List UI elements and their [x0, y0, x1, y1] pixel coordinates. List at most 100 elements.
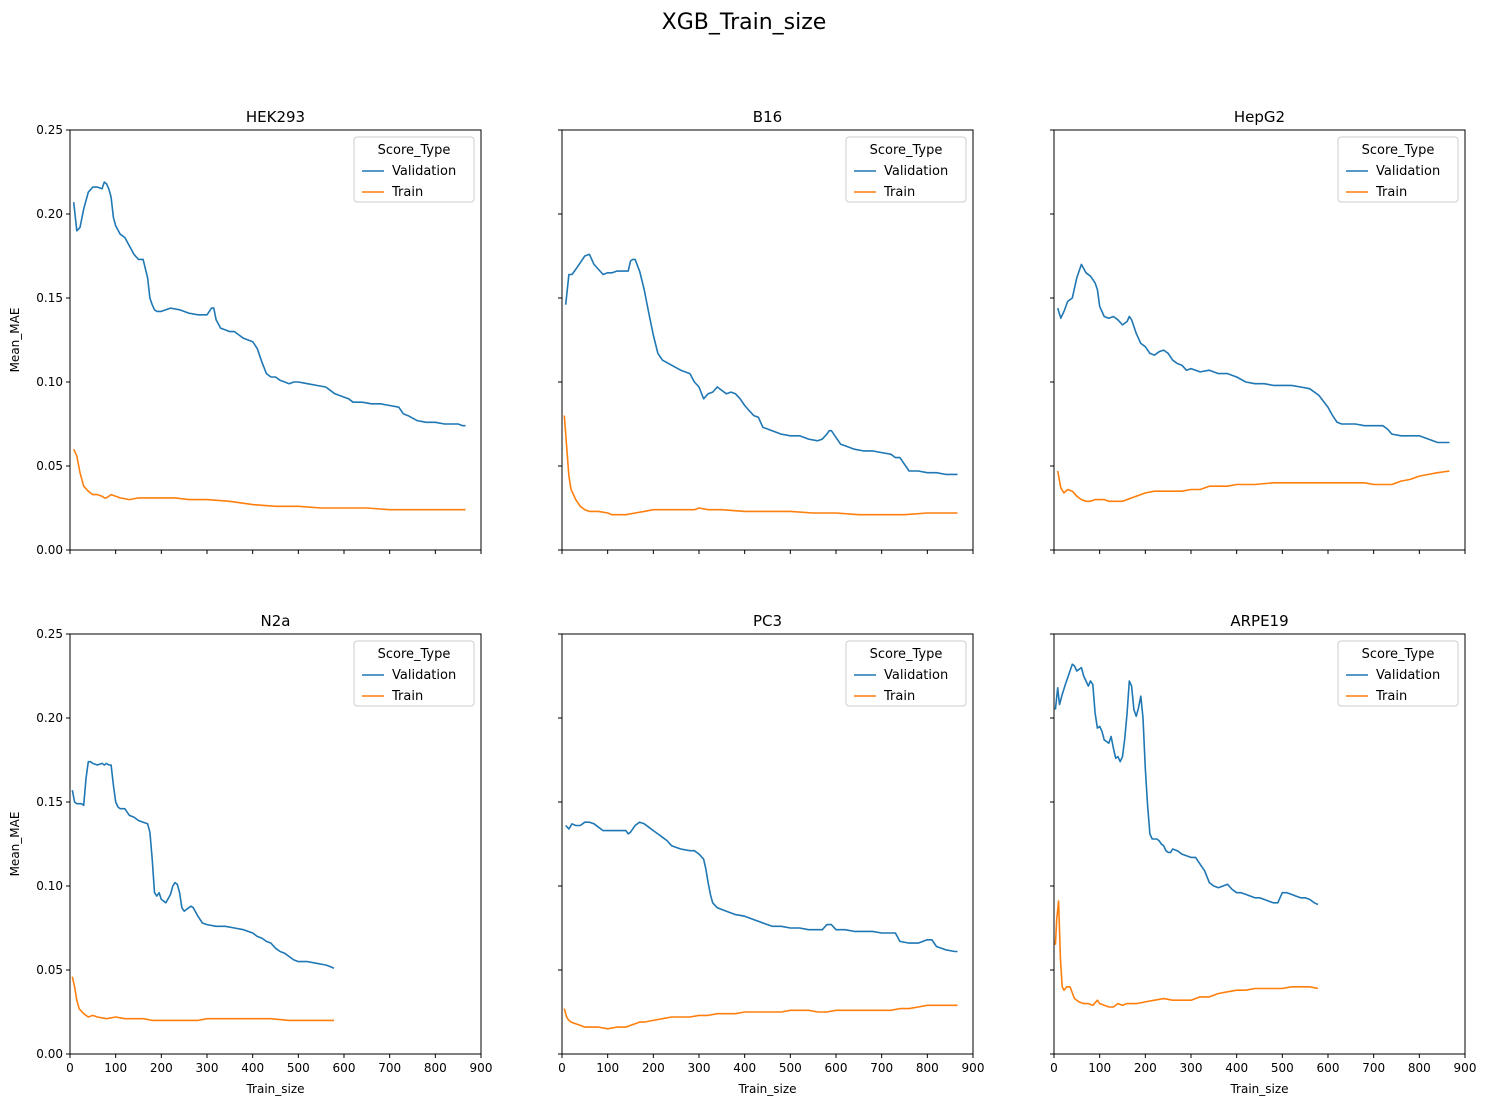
subplot-pc3: PC3 0 100 200 300 400 500 600 700 800 900 Train_siz… — [558, 612, 984, 1096]
x-tick-label: 700 — [1362, 1061, 1385, 1075]
x-tick-label: 800 — [1408, 1061, 1431, 1075]
legend-label-validation: Validation — [392, 164, 456, 179]
y-axis-label: Mean_MAE — [8, 812, 22, 877]
legend-title: Score_Type — [1362, 143, 1435, 158]
legend-label-train: Train — [883, 185, 915, 200]
legend-label-train: Train — [883, 689, 915, 704]
legend: Score_Type Validation Train — [353, 136, 475, 203]
legend-label-validation: Validation — [1376, 668, 1440, 683]
x-tick-label: 300 — [196, 1061, 219, 1075]
series-line-validation — [564, 253, 958, 476]
subplot-hek293: HEK293 0.00 0.05 0.10 0.15 0.20 0.25 Mean_MAE Sc… — [8, 108, 482, 557]
legend-label-validation: Validation — [884, 668, 948, 683]
figure-title: XGB_Train_size — [662, 10, 827, 35]
plot-frame — [1053, 633, 1466, 1055]
series-line-train — [1054, 900, 1319, 1008]
legend-label-train: Train — [1375, 185, 1407, 200]
legend: Score_Type Validation Train — [845, 136, 967, 203]
x-tick-label: 500 — [287, 1061, 310, 1075]
y-tick-label: 0.25 — [36, 627, 63, 641]
subplot-arpe19: ARPE19 0 100 200 300 400 500 600 700 800 900 Train_… — [1050, 612, 1476, 1096]
legend-title: Score_Type — [378, 647, 451, 662]
x-tick-label: 700 — [870, 1061, 893, 1075]
legend-box — [353, 640, 475, 707]
x-tick-label: 100 — [104, 1061, 127, 1075]
y-tick-label: 0.00 — [36, 1047, 63, 1061]
y-tick-label: 0.20 — [36, 207, 63, 221]
subplot-title: ARPE19 — [1230, 612, 1288, 630]
y-tick-label: 0.25 — [36, 123, 63, 137]
x-tick-label: 400 — [241, 1061, 264, 1075]
x-tick-label: 500 — [779, 1061, 802, 1075]
legend-box — [353, 136, 475, 203]
series-line-validation — [1054, 663, 1319, 906]
legend: Score_Type Validation Train — [845, 640, 967, 707]
legend-label-train: Train — [391, 185, 423, 200]
x-tick-label: 200 — [642, 1061, 665, 1075]
y-tick-label: 0.00 — [36, 543, 63, 557]
x-tick-label: 300 — [688, 1061, 711, 1075]
y-tick-label: 0.10 — [36, 375, 63, 389]
x-tick-label: 800 — [916, 1061, 939, 1075]
x-tick-label: 900 — [962, 1061, 985, 1075]
legend-label-train: Train — [1375, 689, 1407, 704]
x-tick-label: 500 — [1271, 1061, 1294, 1075]
series-line-train — [71, 976, 334, 1022]
legend-box — [1337, 640, 1459, 707]
legend-label-validation: Validation — [884, 164, 948, 179]
series-line-validation — [71, 760, 335, 970]
legend: Score_Type Validation Train — [1337, 136, 1459, 203]
legend: Score_Type Validation Train — [353, 640, 475, 707]
subplot-title: HepG2 — [1234, 108, 1285, 126]
subplot-title: PC3 — [753, 612, 782, 630]
series-line-train — [72, 448, 466, 511]
x-tick-label: 700 — [378, 1061, 401, 1075]
legend-box — [1337, 136, 1459, 203]
subplot-title: N2a — [261, 612, 291, 630]
y-tick-label: 0.05 — [36, 963, 63, 977]
x-axis-label: Train_size — [245, 1082, 304, 1096]
series-line-validation — [565, 821, 958, 953]
y-tick-label: 0.20 — [36, 711, 63, 725]
x-tick-label: 600 — [333, 1061, 356, 1075]
plot-frame — [561, 633, 974, 1055]
x-tick-label: 900 — [470, 1061, 493, 1075]
subplot-n2a: N2a 0 100 200 300 400 500 600 700 800 900 0.00 0.05 0… — [8, 612, 492, 1096]
x-tick-label: 800 — [424, 1061, 447, 1075]
x-tick-label: 900 — [1454, 1061, 1477, 1075]
legend-box — [845, 136, 967, 203]
plot-frame — [561, 129, 974, 551]
legend-title: Score_Type — [378, 143, 451, 158]
subplot-title: B16 — [753, 108, 782, 126]
x-tick-label: 100 — [1088, 1061, 1111, 1075]
x-tick-label: 100 — [596, 1061, 619, 1075]
series-line-train — [563, 415, 958, 516]
legend-label-validation: Validation — [1376, 164, 1440, 179]
legend-box — [845, 640, 967, 707]
legend: Score_Type Validation Train — [1337, 640, 1459, 707]
y-axis-label: Mean_MAE — [8, 308, 22, 373]
x-tick-label: 0 — [1050, 1061, 1058, 1075]
subplots: HEK293 0.00 0.05 0.10 0.15 0.20 0.25 Mean_MAE Sc… — [8, 108, 1476, 1096]
x-axis-label: Train_size — [1229, 1082, 1288, 1096]
x-tick-label: 400 — [733, 1061, 756, 1075]
x-tick-label: 600 — [825, 1061, 848, 1075]
legend-label-train: Train — [391, 689, 423, 704]
y-tick-label: 0.15 — [36, 291, 63, 305]
series-line-validation — [1056, 263, 1450, 444]
x-tick-label: 200 — [150, 1061, 173, 1075]
plot-frame — [1053, 129, 1466, 551]
legend-label-validation: Validation — [392, 668, 456, 683]
x-axis-label: Train_size — [737, 1082, 796, 1096]
legend-title: Score_Type — [870, 143, 943, 158]
x-tick-label: 300 — [1180, 1061, 1203, 1075]
series-line-train — [1056, 470, 1450, 503]
x-tick-label: 600 — [1317, 1061, 1340, 1075]
subplot-b16: B16 Score_Type Validation Train — [558, 108, 974, 554]
x-tick-label: 400 — [1225, 1061, 1248, 1075]
legend-title: Score_Type — [870, 647, 943, 662]
x-tick-label: 200 — [1134, 1061, 1157, 1075]
plot-frame — [69, 129, 482, 551]
y-tick-label: 0.10 — [36, 879, 63, 893]
